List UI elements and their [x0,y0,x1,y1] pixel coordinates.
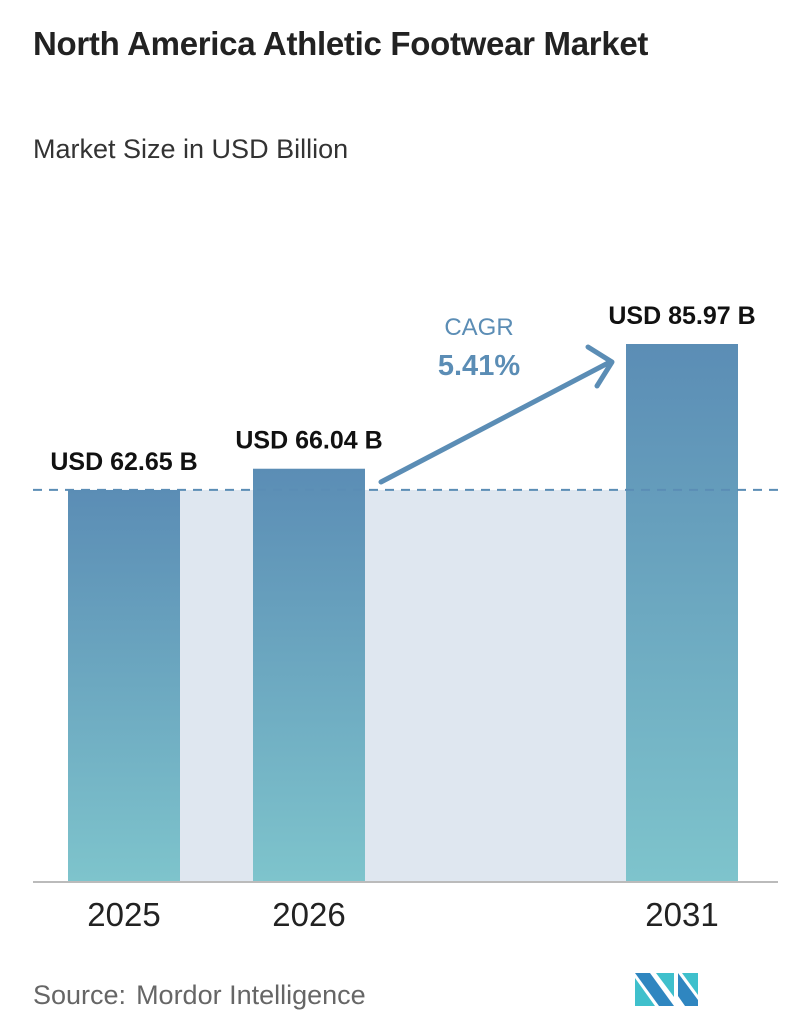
cagr-arrow-icon [378,344,615,485]
source-name: Mordor Intelligence [136,980,366,1010]
cagr-value: 5.41% [438,350,520,382]
data-label-2026: USD 66.04 B [235,427,382,455]
x-tick-2026: 2026 [272,896,345,933]
source-note: Source: Mordor Intelligence [33,980,366,1011]
bar-2025 [68,489,180,882]
data-label-2031: USD 85.97 B [608,302,755,330]
bar-2026 [253,468,365,882]
baseline-band [180,489,626,882]
bar-2031 [626,344,738,882]
chart-subtitle: Market Size in USD Billion [33,134,349,164]
data-label-2025: USD 62.65 B [50,448,197,476]
cagr-label: CAGR [444,314,513,341]
x-tick-2031: 2031 [645,896,718,933]
source-label: Source: [33,980,127,1010]
chart-title: North America Athletic Footwear Market [33,25,649,62]
x-tick-2025: 2025 [87,896,160,933]
